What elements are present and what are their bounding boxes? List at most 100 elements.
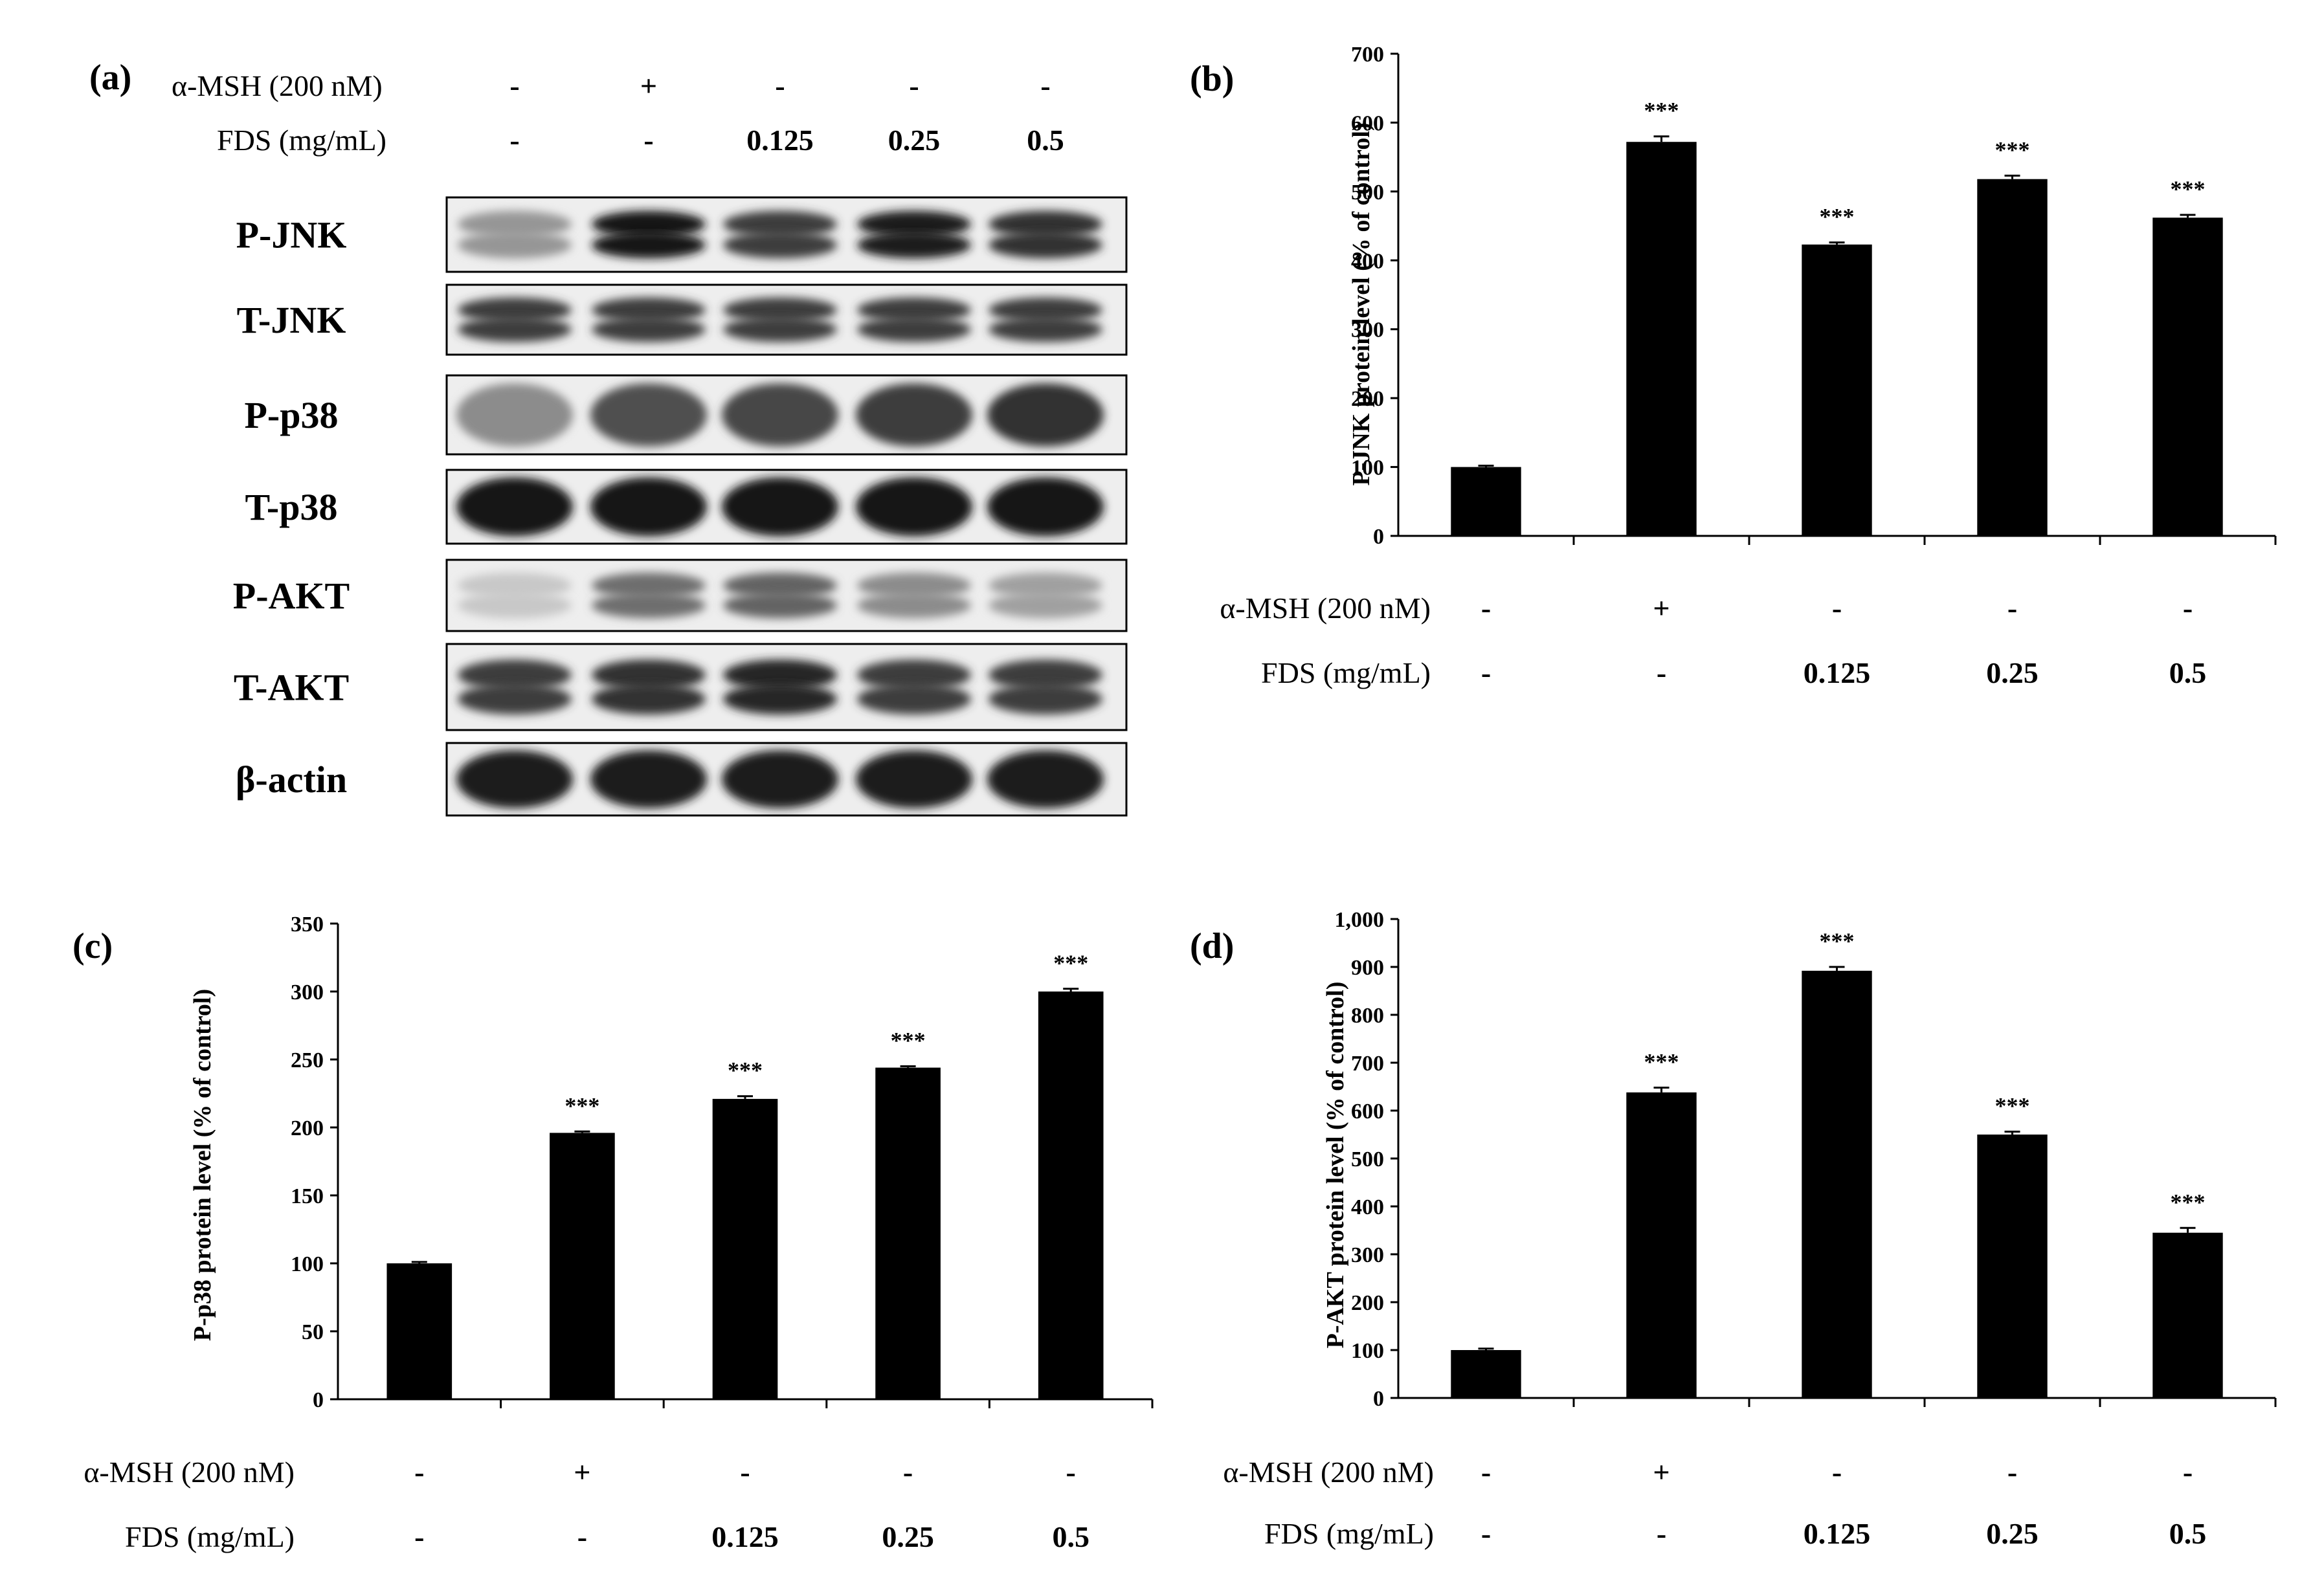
blot-band <box>456 750 573 808</box>
y-axis-label: P-JNK protein level (% of control) <box>1348 122 1375 485</box>
fds-value: 0.125 <box>1804 656 1871 689</box>
blot-band <box>856 477 972 537</box>
panel-a-fds-value: 0.5 <box>1027 124 1064 157</box>
bar <box>2152 1232 2223 1398</box>
panel-a-msh-value: - <box>509 69 519 102</box>
blot-band <box>989 683 1102 715</box>
bar <box>1451 1350 1521 1398</box>
blot-band <box>722 750 838 808</box>
y-tick-label: 600 <box>1351 111 1384 135</box>
significance-label: *** <box>1820 928 1855 954</box>
y-tick-label: 100 <box>291 1252 324 1276</box>
bar <box>386 1263 453 1399</box>
fds-value: - <box>1481 1517 1491 1550</box>
y-tick-label: 0 <box>313 1388 324 1412</box>
msh-value: - <box>1832 592 1842 625</box>
blot-band <box>723 316 837 342</box>
blot-band <box>723 572 837 599</box>
fds-row-label: FDS (mg/mL) <box>1264 1517 1434 1550</box>
significance-label: *** <box>1644 1048 1679 1074</box>
fds-value: 0.25 <box>1986 1517 2039 1550</box>
msh-value: + <box>574 1456 590 1489</box>
blot-band <box>723 297 837 323</box>
bar <box>1802 970 1872 1398</box>
panel-a-label: (a) <box>89 58 131 98</box>
y-tick-label: 700 <box>1351 43 1384 67</box>
panel-a-treatment-values: - + - - - - - 0.125 0.25 0.5 <box>509 69 1064 157</box>
blot-band <box>857 592 971 619</box>
panel-d-label: (d) <box>1190 926 1234 966</box>
blot-band <box>456 477 573 537</box>
bar <box>875 1067 941 1399</box>
blot-band <box>989 572 1102 599</box>
fds-value: 0.25 <box>1986 656 2039 689</box>
blot-band <box>989 659 1102 691</box>
blot-band <box>590 477 707 537</box>
blot-label: T-p38 <box>245 486 338 528</box>
fds-value: - <box>1657 1517 1666 1550</box>
y-axis-label: P-p38 protein level (% of control) <box>189 989 216 1341</box>
panel-a-fds-value: 0.125 <box>746 124 814 157</box>
blot-band <box>856 383 972 447</box>
blot-band <box>723 683 837 715</box>
msh-value: - <box>414 1456 424 1489</box>
blot-band <box>857 316 971 342</box>
y-tick-label: 50 <box>302 1320 324 1344</box>
msh-value: - <box>740 1456 750 1489</box>
blot-band <box>458 210 572 238</box>
blot-band <box>723 210 837 238</box>
fds-value: - <box>1657 656 1666 689</box>
msh-row-label: α-MSH (200 nM) <box>1220 592 1431 625</box>
blot-band <box>458 659 572 691</box>
fds-value: 0.25 <box>882 1520 934 1553</box>
y-tick-label: 500 <box>1351 1147 1384 1171</box>
blot-band <box>722 477 838 537</box>
blot-band <box>857 683 971 715</box>
blot-band <box>723 231 837 259</box>
significance-label: *** <box>1995 1093 2030 1119</box>
y-tick-label: 200 <box>291 1116 324 1140</box>
blot-band <box>458 231 572 259</box>
blot-band <box>590 750 707 808</box>
blot-band <box>857 210 971 238</box>
blot-band <box>989 231 1102 259</box>
msh-value: - <box>1832 1456 1842 1489</box>
blot-band <box>857 572 971 599</box>
fds-value: 0.125 <box>711 1520 779 1553</box>
blot-label: P-p38 <box>245 394 339 436</box>
chart-p-akt: (d) 0 100 200 300 400 500 600 700 800 900 1,000 P-A… <box>1190 908 2277 1550</box>
blot-band <box>592 297 706 323</box>
msh-value: - <box>903 1456 913 1489</box>
blot-band <box>857 231 971 259</box>
panel-c-label: (c) <box>73 926 113 966</box>
significance-label: *** <box>1995 137 2030 162</box>
fds-value: 0.125 <box>1804 1517 1871 1550</box>
y-tick-label: 0 <box>1373 525 1384 549</box>
chart-p-p38: (c) 0 50 100 150 200 250 300 350 P-p38 protein l… <box>73 913 1154 1553</box>
y-tick-label: 900 <box>1351 956 1384 980</box>
blot-band <box>592 683 706 715</box>
msh-value: + <box>1653 592 1670 625</box>
bar <box>1802 244 1872 536</box>
y-tick-label: 300 <box>1351 1243 1384 1267</box>
blot-label: P-AKT <box>233 575 350 617</box>
blot-band <box>458 316 572 342</box>
fds-value: 0.5 <box>2169 656 2207 689</box>
blot-band <box>989 297 1102 323</box>
blot-band <box>592 572 706 599</box>
blot-band <box>456 383 573 447</box>
significance-label: *** <box>564 1092 599 1118</box>
panel-a-fds-value: - <box>643 124 653 157</box>
fds-row-label: FDS (mg/mL) <box>125 1520 295 1553</box>
significance-label: *** <box>1820 204 1855 230</box>
blot-band <box>458 683 572 715</box>
blot-band <box>592 592 706 619</box>
msh-value: + <box>1653 1456 1670 1489</box>
blot-band <box>857 659 971 691</box>
msh-value: - <box>2183 1456 2193 1489</box>
y-tick-label: 700 <box>1351 1052 1384 1076</box>
panel-a-msh-value: + <box>640 69 657 102</box>
y-tick-label: 200 <box>1351 1291 1384 1315</box>
y-tick-label: 250 <box>291 1048 324 1072</box>
blot-band <box>458 572 572 599</box>
